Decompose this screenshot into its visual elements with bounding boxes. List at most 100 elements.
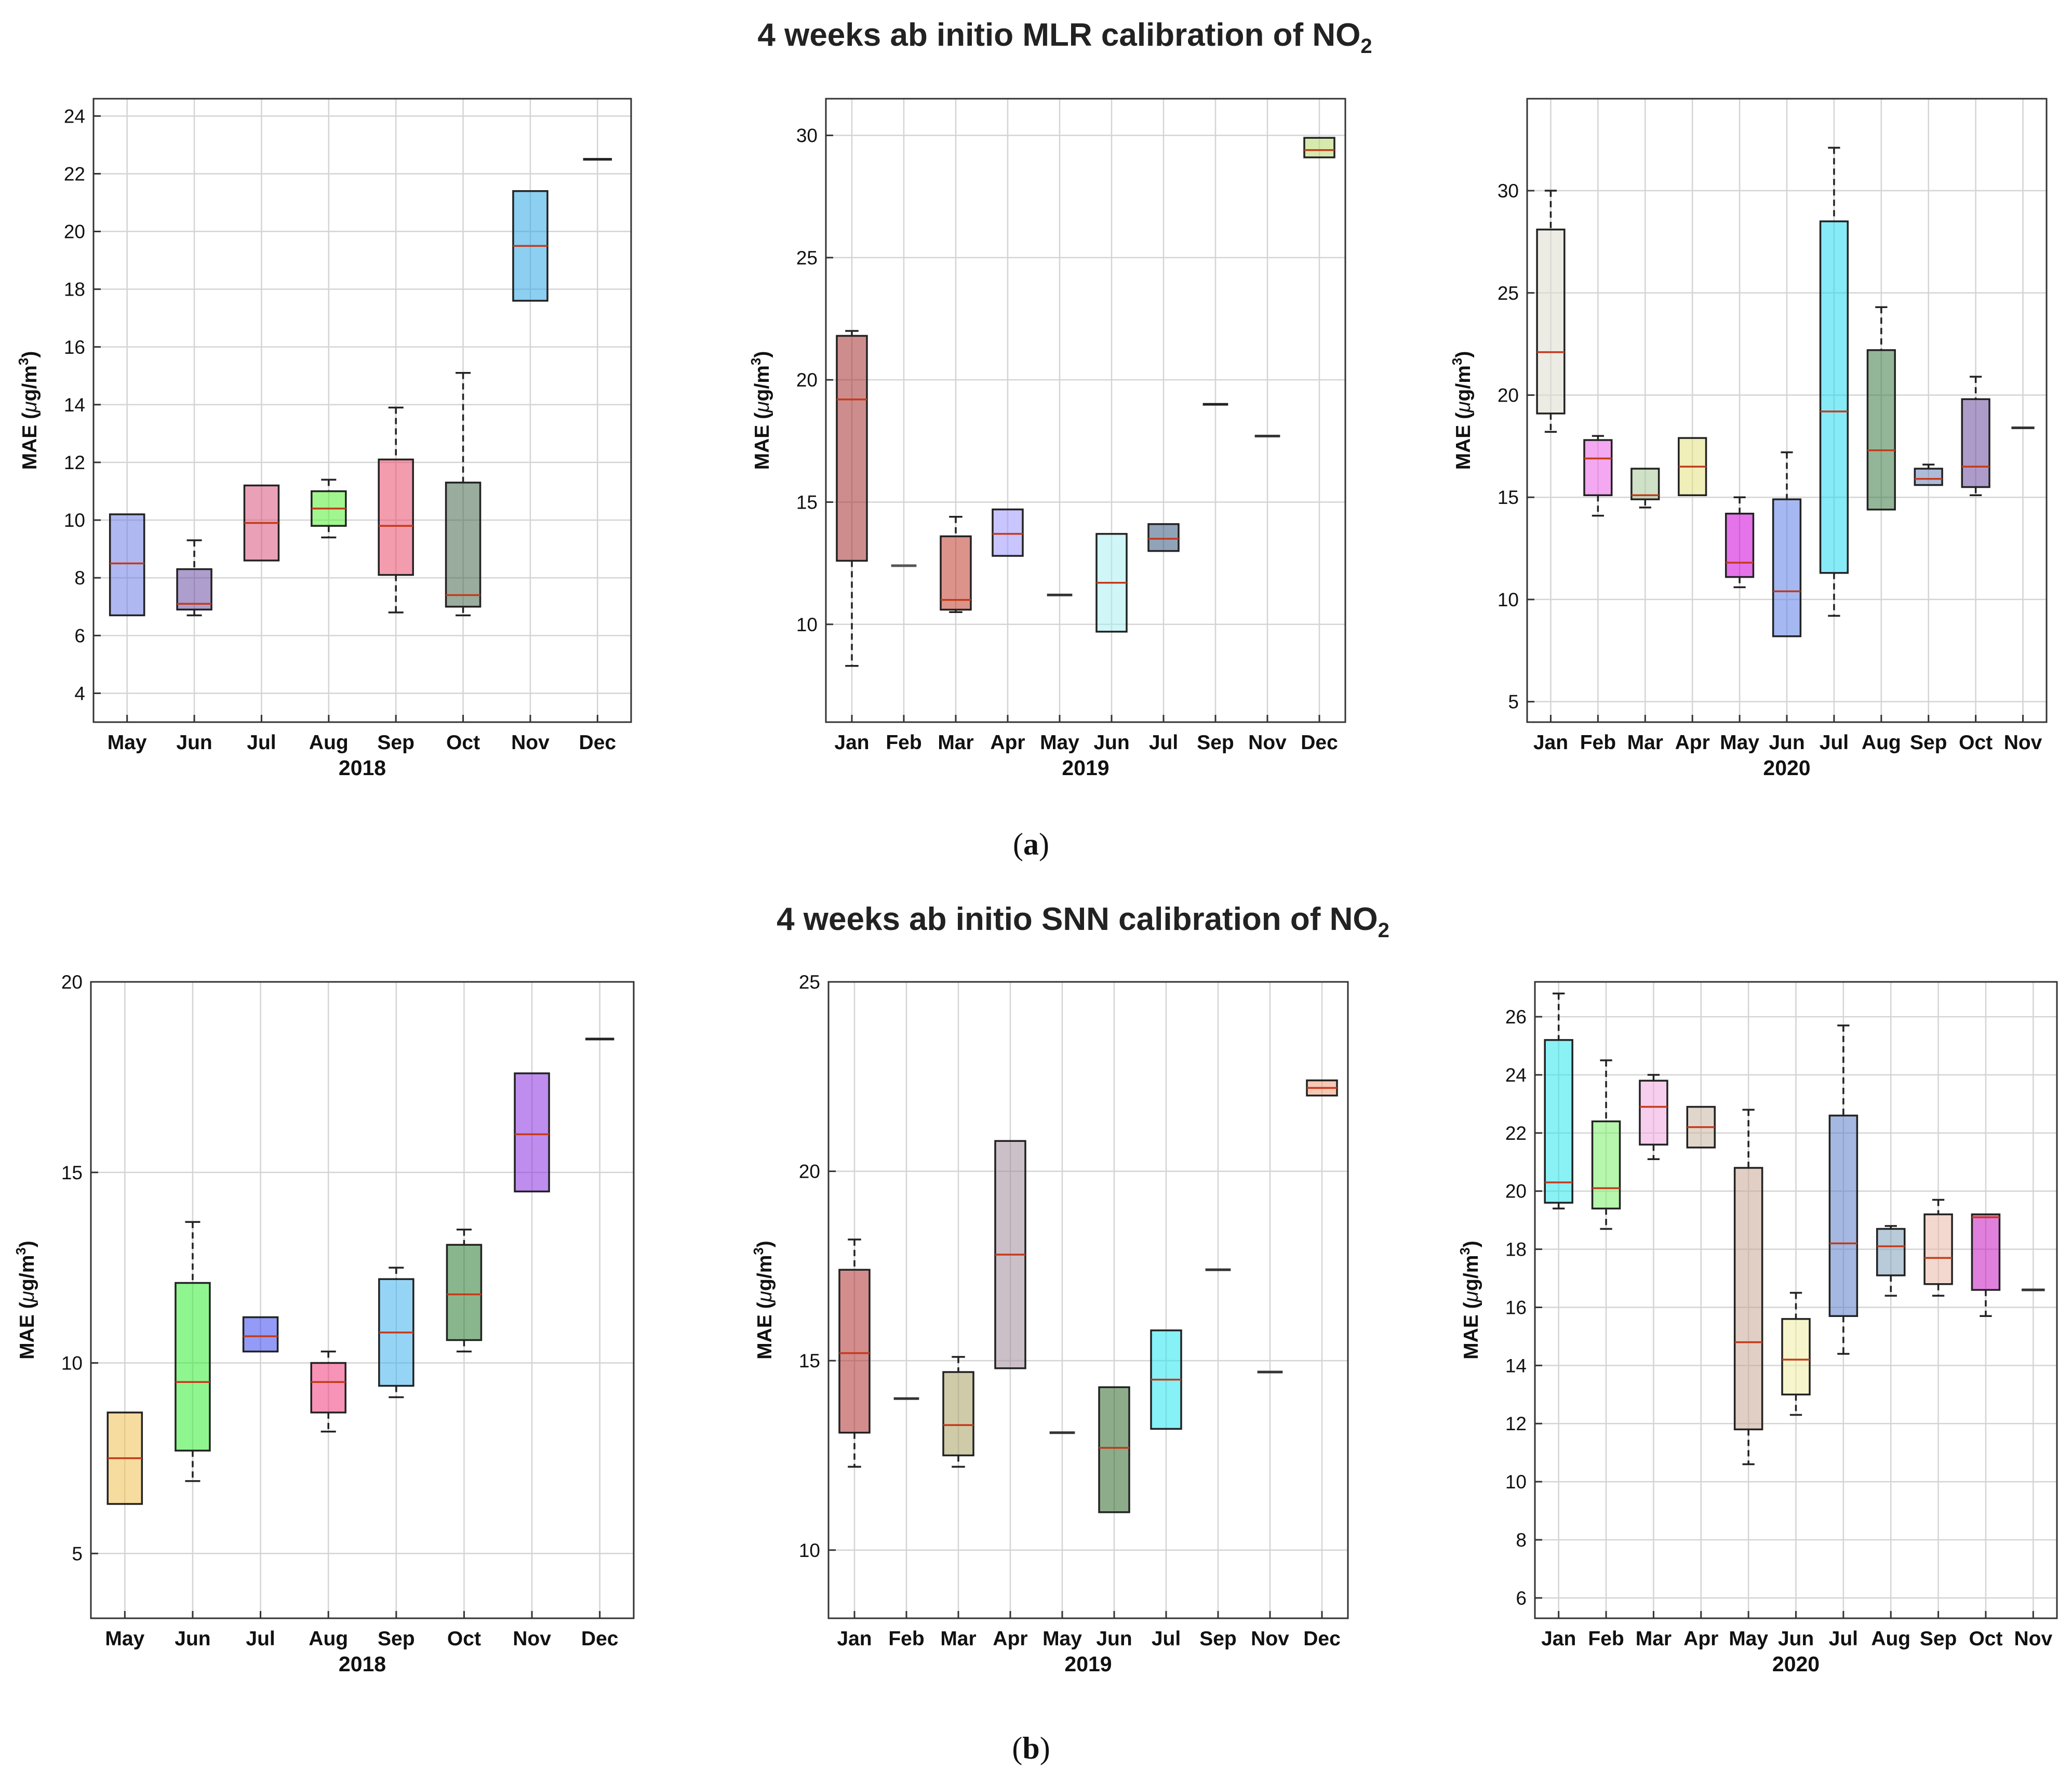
box-iqr xyxy=(1630,468,1660,500)
box-mar xyxy=(940,515,972,613)
y-tick-label: 10 xyxy=(61,1353,83,1374)
box-iqr xyxy=(942,1371,974,1457)
y-axis-label: MAE (μg/m3) xyxy=(1449,351,1475,470)
x-tick-label: Dec xyxy=(1303,1628,1341,1650)
y-tick-label: 22 xyxy=(64,163,85,184)
box-apr xyxy=(1678,437,1707,497)
x-axis-label: 2019 xyxy=(1064,1652,1112,1676)
row-a-caption: (a) xyxy=(1013,827,1049,861)
box-iqr xyxy=(1971,1213,2001,1291)
y-tick-label: 4 xyxy=(74,683,85,704)
x-tick-label: May xyxy=(1720,731,1759,754)
x-tick-label: Jun xyxy=(175,1628,210,1650)
y-axis-label-sup: 3 xyxy=(1449,358,1465,365)
y-tick-label: 10 xyxy=(796,614,818,635)
box-jun xyxy=(1772,451,1802,637)
x-tick-label: Aug xyxy=(1871,1628,1910,1650)
box-may xyxy=(109,513,145,617)
y-axis-label: MAE (μg/m3) xyxy=(1457,1241,1482,1360)
box-jun xyxy=(1095,532,1128,633)
row-b-caption-close: ) xyxy=(1040,1731,1050,1765)
y-tick-label: 10 xyxy=(64,510,85,531)
box-apr xyxy=(994,1140,1026,1369)
box-iqr xyxy=(1772,498,1802,637)
x-axis-label: 2020 xyxy=(1772,1652,1820,1676)
box-jul xyxy=(1150,1329,1182,1430)
box-aug xyxy=(310,1350,346,1433)
row-a-title-subscript: 2 xyxy=(1360,35,1372,58)
x-tick-label: Nov xyxy=(1248,731,1287,754)
x-tick-label: Nov xyxy=(513,1628,551,1650)
y-tick-label: 25 xyxy=(796,247,818,269)
box-may xyxy=(106,1412,143,1505)
panel-mlr-2019: 10 15 20 25 30 Jan Feb Mar Apr May Jun Jul Sep Nov Dec… xyxy=(748,98,1346,780)
plot-area xyxy=(826,99,1345,722)
x-tick-label: Apr xyxy=(1675,731,1710,754)
box-jul xyxy=(1147,523,1180,552)
y-tick-label: 15 xyxy=(799,1350,820,1372)
x-tick-label: Mar xyxy=(1636,1628,1672,1650)
box-iqr xyxy=(1536,229,1566,415)
y-tick-label: 14 xyxy=(1505,1355,1527,1376)
x-tick-label: Apr xyxy=(993,1628,1027,1650)
x-axis-label: 2018 xyxy=(339,1652,386,1676)
box-may xyxy=(1733,1109,1763,1466)
plot-frame xyxy=(92,98,632,723)
x-tick-label: Jul xyxy=(246,1628,275,1650)
y-tick-label: 18 xyxy=(1505,1239,1527,1260)
box-may xyxy=(1725,496,1755,589)
y-tick-label: 8 xyxy=(74,567,85,589)
box-iqr xyxy=(1147,523,1180,552)
y-tick-label: 18 xyxy=(64,279,85,300)
y-axis-label-suffix: ) xyxy=(1452,351,1475,358)
x-tick-label: Aug xyxy=(309,731,349,754)
box-mar xyxy=(1639,1074,1668,1160)
box-iqr xyxy=(1819,220,1849,574)
box-oct xyxy=(445,372,482,617)
box-feb xyxy=(1583,435,1613,517)
y-tick-label: 12 xyxy=(1505,1413,1527,1434)
x-tick-label: May xyxy=(1042,1628,1082,1650)
x-tick-label: Apr xyxy=(1683,1628,1718,1650)
y-tick-label: 25 xyxy=(1498,283,1519,304)
row-b-title-text: 4 weeks ab initio SNN calibration of NO xyxy=(777,901,1378,937)
y-axis-label: MAE (μg/m3) xyxy=(751,1241,776,1360)
box-nov xyxy=(514,1072,550,1193)
row-b-title-subscript: 2 xyxy=(1378,919,1389,942)
y-axis-label-sup: 3 xyxy=(748,358,764,365)
box-iqr xyxy=(176,568,212,611)
plot-frame xyxy=(825,98,1346,723)
y-tick-label: 10 xyxy=(799,1540,820,1561)
box-aug xyxy=(1866,306,1896,511)
box-jan xyxy=(836,330,868,667)
y-tick-label: 14 xyxy=(64,394,85,416)
y-axis-label: MAE (μg/m3) xyxy=(16,351,41,470)
x-tick-label: Dec xyxy=(1301,731,1338,754)
plot-area xyxy=(93,99,631,722)
y-tick-label: 20 xyxy=(1498,384,1519,406)
panel-snn-2018: 5 10 15 20 May Jun Jul Aug Sep Oct Nov Dec 2018 MAE (… xyxy=(13,971,635,1676)
y-axis-label-unit: g/m xyxy=(19,365,41,401)
y-tick-label: 22 xyxy=(1505,1123,1527,1144)
y-tick-label: 30 xyxy=(796,125,818,147)
y-axis-label-prefix: MAE ( xyxy=(751,412,773,470)
box-sep xyxy=(1914,463,1943,486)
box-iqr xyxy=(1914,468,1943,486)
x-tick-label: Jan xyxy=(834,731,869,754)
x-tick-label: Jun xyxy=(1096,1628,1132,1650)
y-axis-label-sup: 3 xyxy=(13,1247,29,1255)
row-a-caption-label: a xyxy=(1023,827,1039,861)
plot-area xyxy=(91,982,634,1618)
box-iqr xyxy=(242,1316,279,1353)
y-tick-label: 16 xyxy=(1505,1297,1527,1318)
y-axis-label-suffix: ) xyxy=(1460,1241,1482,1247)
box-iqr xyxy=(1303,137,1335,158)
x-tick-label: Nov xyxy=(511,731,550,754)
x-tick-label: Dec xyxy=(579,731,617,754)
x-tick-label: Mar xyxy=(1627,731,1663,754)
y-tick-label: 6 xyxy=(74,625,85,646)
y-tick-label: 15 xyxy=(1498,487,1519,508)
box-jun xyxy=(175,1221,211,1482)
box-iqr xyxy=(310,1362,346,1414)
y-axis-label-prefix: MAE ( xyxy=(19,412,41,470)
